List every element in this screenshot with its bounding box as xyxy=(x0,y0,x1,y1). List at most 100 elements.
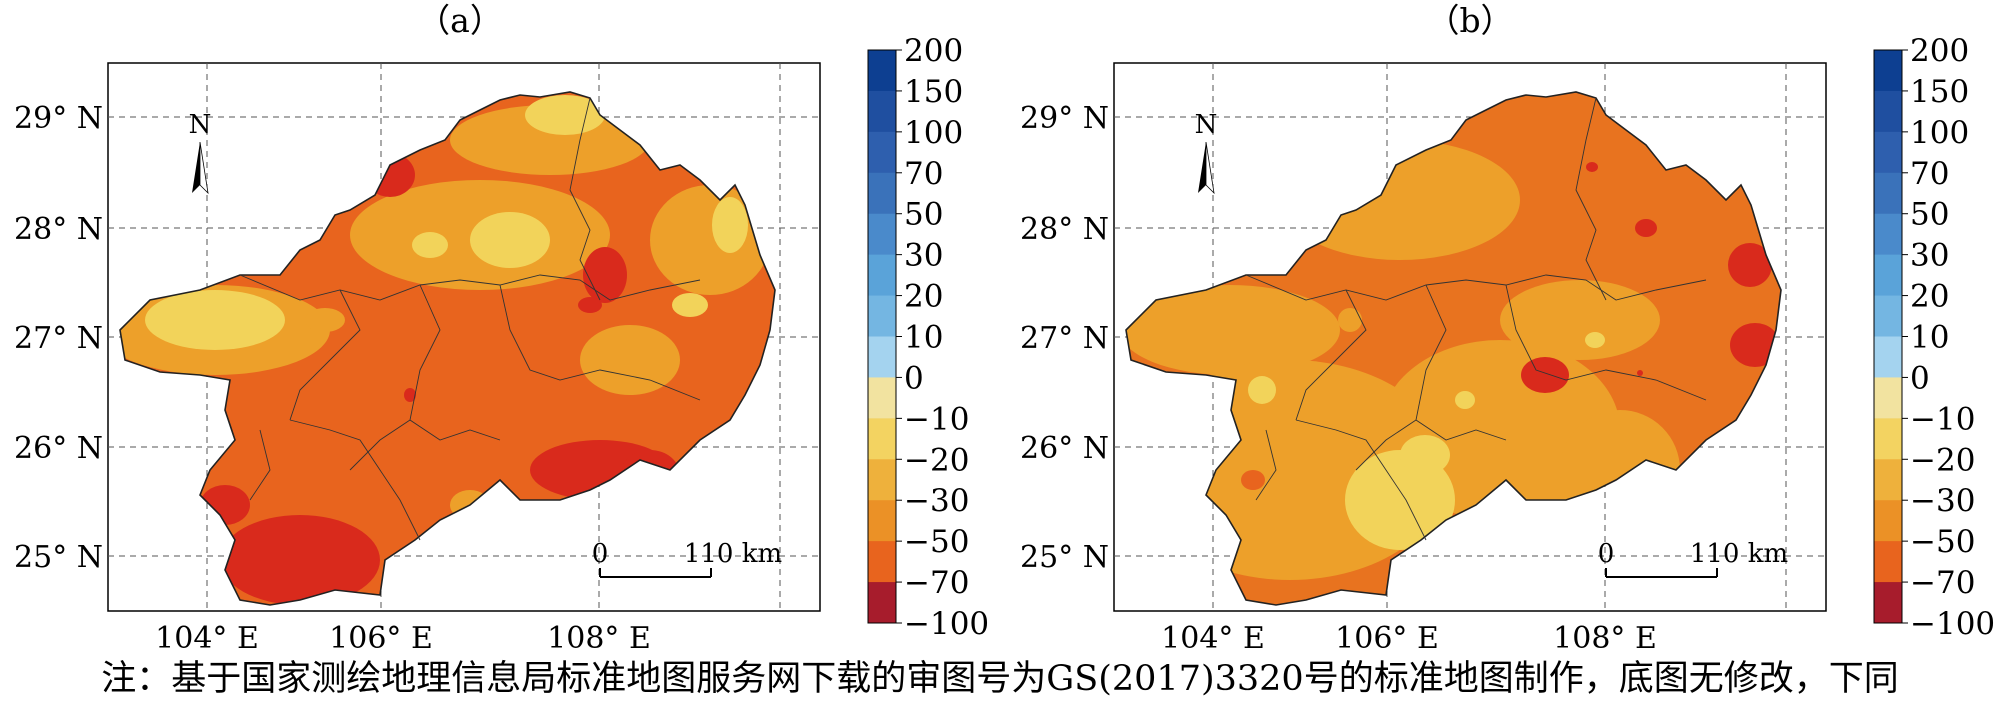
colorbar-swatch xyxy=(1874,254,1902,297)
lon-label: 106° E xyxy=(1335,621,1439,656)
colorbar-swatch xyxy=(868,500,896,542)
colorbar-swatch xyxy=(868,90,896,133)
colorbar-label: 100 xyxy=(1910,115,1969,151)
lat-label: 28° N xyxy=(14,212,103,247)
colorbar-label: −70 xyxy=(1910,565,1975,601)
lat-label: 27° N xyxy=(14,321,103,356)
panel-a-prefecture-borders xyxy=(239,97,701,541)
lat-label: 27° N xyxy=(1020,321,1109,356)
colorbar-label: 100 xyxy=(904,115,963,151)
colorbar-swatch xyxy=(1874,295,1902,337)
lon-label: 104° E xyxy=(155,621,259,656)
colorbar-swatch xyxy=(868,459,896,501)
colorbar-label: −10 xyxy=(904,401,969,437)
panel-a-label: （a） xyxy=(417,1,503,40)
colorbar-swatch xyxy=(1874,131,1902,174)
lat-label: 28° N xyxy=(1020,212,1109,247)
map-source-note: 注：基于国家测绘地理信息局标准地图服务网下载的审图号为GS(2017)3320号… xyxy=(101,659,1899,699)
colorbar-label: 20 xyxy=(1910,279,1949,315)
colorbar-label: 50 xyxy=(904,197,943,233)
colorbar-swatch xyxy=(1874,418,1902,460)
colorbar-label: 30 xyxy=(904,238,943,274)
colorbar-label: −100 xyxy=(904,606,989,642)
panel-a-lat-labels: 29° N 28° N 27° N 26° N 25° N xyxy=(14,101,103,575)
colorbar-label: 20 xyxy=(904,279,943,315)
panel-b-north-arrow: N xyxy=(1195,110,1218,195)
colorbar-label: −10 xyxy=(1910,401,1975,437)
lat-label: 29° N xyxy=(14,101,103,136)
colorbar-label: −20 xyxy=(1910,442,1975,478)
lat-label: 25° N xyxy=(1020,540,1109,575)
lat-label: 26° N xyxy=(14,431,103,466)
colorbar-swatch xyxy=(1874,500,1902,542)
colorbar-label: −100 xyxy=(1910,606,1995,642)
colorbar-label: 200 xyxy=(1910,33,1969,69)
colorbar-swatch xyxy=(1874,582,1902,624)
colorbar-label: 0 xyxy=(904,360,924,396)
panel-b: （b） xyxy=(1020,1,1995,656)
colorbar-label: −70 xyxy=(904,565,969,601)
colorbar-label: 0 xyxy=(1910,360,1930,396)
panel-a-scale-start: 0 xyxy=(592,539,609,569)
region-light-south xyxy=(1345,450,1455,550)
colorbar-label: 50 xyxy=(1910,197,1949,233)
region-mid-west xyxy=(1126,285,1340,375)
lat-label: 26° N xyxy=(1020,431,1109,466)
panel-b-lat-labels: 29° N 28° N 27° N 26° N 25° N xyxy=(1020,101,1109,575)
panel-b-province-outline xyxy=(1125,91,1782,606)
colorbar-swatch xyxy=(868,131,896,174)
region-dark-central xyxy=(583,247,627,303)
panel-b-label: （b） xyxy=(1426,1,1513,40)
panel-a-scale-end: 110 km xyxy=(684,539,782,569)
colorbar-label: 70 xyxy=(904,156,943,192)
panel-a: （a） xyxy=(14,1,989,656)
lon-label: 104° E xyxy=(1161,621,1265,656)
lon-label: 108° E xyxy=(547,621,651,656)
colorbar-swatch xyxy=(868,541,896,583)
colorbar-swatch xyxy=(1874,90,1902,133)
colorbar-swatch xyxy=(868,295,896,337)
lon-label: 106° E xyxy=(329,621,433,656)
colorbar-swatch xyxy=(868,582,896,624)
lat-label: 29° N xyxy=(1020,101,1109,136)
colorbar-swatch xyxy=(868,213,896,256)
colorbar-swatch xyxy=(1874,50,1902,92)
panel-b-scale-bar: 0 110 km xyxy=(1598,539,1788,578)
colorbar-swatch xyxy=(868,377,896,419)
panel-a-province-outline xyxy=(119,91,776,606)
colorbar-swatch xyxy=(1874,377,1902,419)
panel-b-prefecture-borders xyxy=(1245,97,1707,541)
colorbar-swatch xyxy=(868,50,896,92)
colorbar-swatch xyxy=(1874,459,1902,501)
region-light-west-core xyxy=(145,290,285,350)
panel-a-scale-bar: 0 110 km xyxy=(592,539,782,578)
colorbar-label: 150 xyxy=(904,74,963,110)
panel-b-scale-end: 110 km xyxy=(1690,539,1788,569)
region-dark-southwest xyxy=(220,515,380,605)
colorbar-label: 10 xyxy=(904,320,943,356)
colorbar-swatch xyxy=(868,172,896,215)
panel-a-lon-labels: 104° E 106° E 108° E xyxy=(155,621,651,656)
panel-b-north-label: N xyxy=(1195,110,1218,140)
region-dark-ne xyxy=(1728,243,1772,287)
panel-a-north-arrow: N xyxy=(189,110,212,195)
colorbar-label: 30 xyxy=(1910,238,1949,274)
colorbar-swatch xyxy=(868,336,896,378)
colorbar-swatch xyxy=(1874,336,1902,378)
colorbar-label: −30 xyxy=(1910,483,1975,519)
panel-b-lon-labels: 104° E 106° E 108° E xyxy=(1161,621,1657,656)
colorbar-swatch xyxy=(1874,541,1902,583)
colorbar-swatch xyxy=(868,418,896,460)
panel-a-north-label: N xyxy=(189,110,212,140)
colorbar-label: 200 xyxy=(904,33,963,69)
region-dark-central xyxy=(1521,357,1569,393)
lat-label: 25° N xyxy=(14,540,103,575)
colorbar-swatch xyxy=(868,254,896,297)
colorbar-label: −50 xyxy=(1910,524,1975,560)
colorbar-label: −50 xyxy=(904,524,969,560)
colorbar-label: 10 xyxy=(1910,320,1949,356)
colorbar-label: −30 xyxy=(904,483,969,519)
colorbar-label: 150 xyxy=(1910,74,1969,110)
region-dark-east xyxy=(1730,323,1780,367)
